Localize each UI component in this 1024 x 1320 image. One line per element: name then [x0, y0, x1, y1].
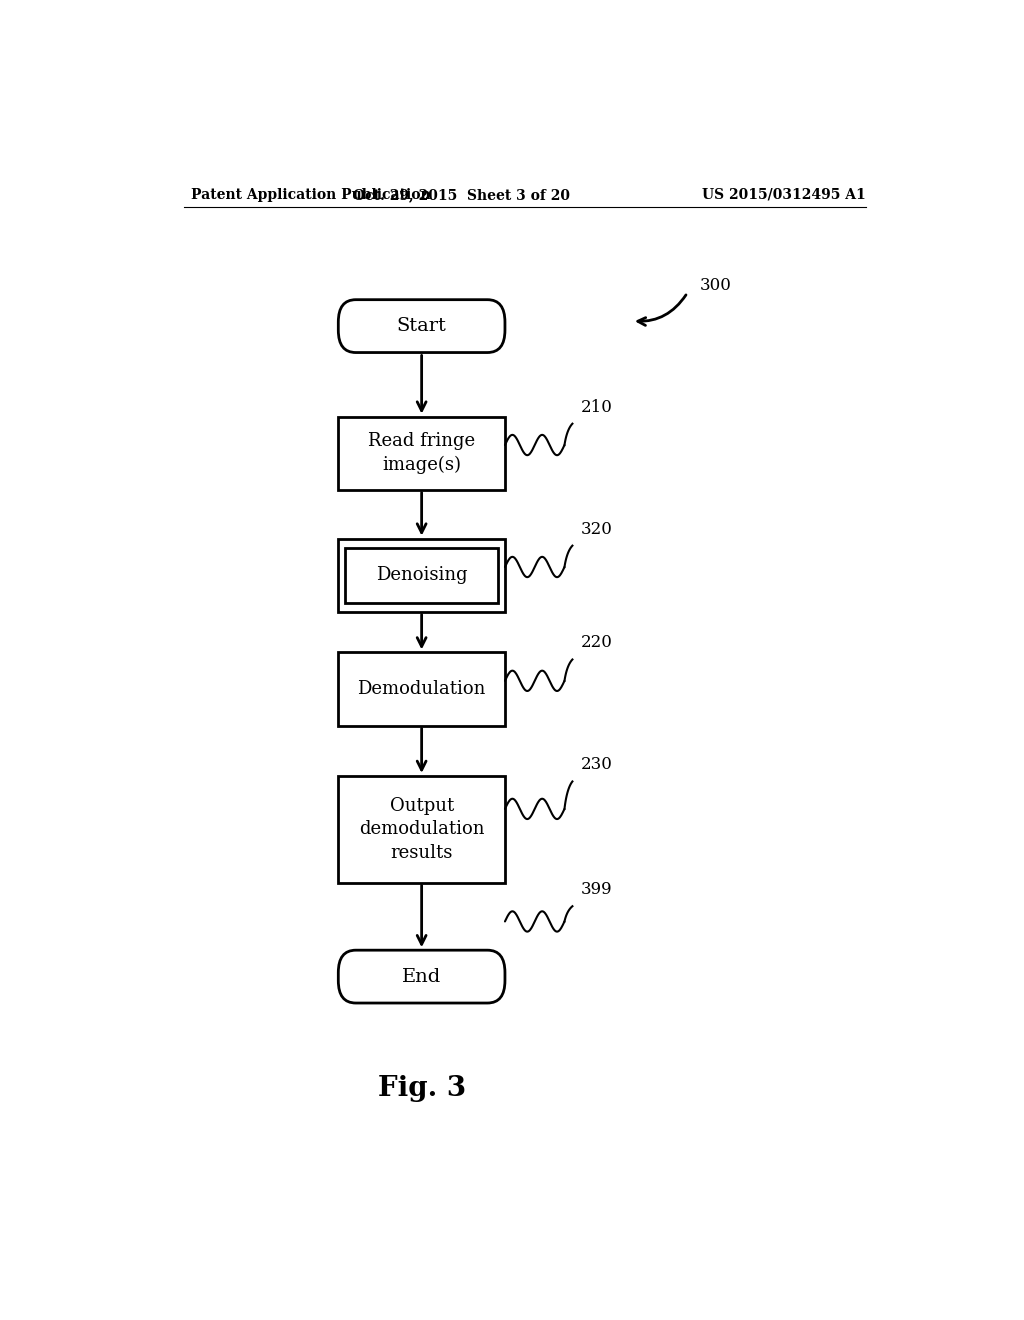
Bar — [338, 417, 505, 490]
Text: US 2015/0312495 A1: US 2015/0312495 A1 — [702, 187, 866, 202]
Bar — [338, 652, 505, 726]
Text: Output
demodulation
results: Output demodulation results — [358, 797, 484, 862]
Bar — [338, 539, 505, 611]
Text: Demodulation: Demodulation — [357, 680, 485, 698]
Text: 399: 399 — [581, 880, 612, 898]
Text: Denoising: Denoising — [376, 566, 467, 585]
Text: 320: 320 — [581, 520, 612, 537]
Text: Oct. 29, 2015  Sheet 3 of 20: Oct. 29, 2015 Sheet 3 of 20 — [353, 187, 569, 202]
Text: 210: 210 — [581, 399, 612, 416]
Text: 220: 220 — [581, 635, 612, 651]
Text: 230: 230 — [581, 756, 612, 774]
FancyBboxPatch shape — [338, 950, 505, 1003]
Text: Start: Start — [396, 317, 446, 335]
Bar — [345, 548, 498, 602]
Bar — [338, 776, 505, 883]
Text: Patent Application Publication: Patent Application Publication — [191, 187, 431, 202]
FancyBboxPatch shape — [338, 300, 505, 352]
Text: Fig. 3: Fig. 3 — [378, 1074, 466, 1102]
Text: Read fringe
image(s): Read fringe image(s) — [368, 432, 475, 474]
Text: End: End — [402, 968, 441, 986]
Text: 300: 300 — [699, 277, 731, 294]
